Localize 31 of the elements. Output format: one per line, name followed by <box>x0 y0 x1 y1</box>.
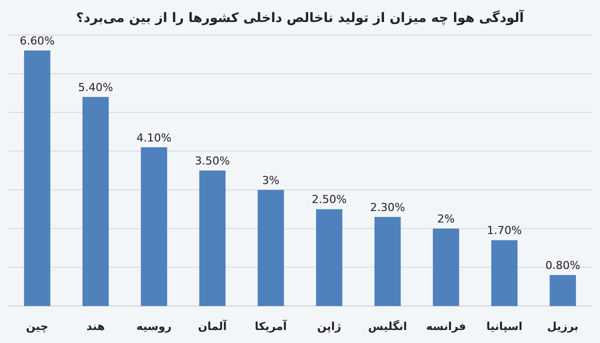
bar <box>82 96 109 306</box>
bar <box>432 228 460 306</box>
bar <box>491 240 518 306</box>
bar <box>24 50 50 306</box>
bar <box>258 190 284 306</box>
data-label: 3.50% <box>194 154 230 168</box>
x-tick-label: برزیل <box>547 320 578 333</box>
x-tick-label: فرانسه <box>426 320 466 333</box>
bar <box>550 275 576 306</box>
data-label: 2% <box>437 212 455 226</box>
x-tick-label: اسپانیا <box>486 320 522 333</box>
data-label: 3% <box>262 174 280 187</box>
data-label: 5.40% <box>78 80 114 94</box>
data-label: 4.10% <box>136 131 172 144</box>
chart-title: آلودگی هوا چه میزان از تولید ناخالص داخلی کشورها را از بین می‌برد؟ <box>76 9 524 26</box>
data-label: 6.60% <box>20 34 55 48</box>
x-tick-label: ژاپن <box>317 320 342 333</box>
bar <box>374 216 401 306</box>
x-tick-label: چین <box>26 320 48 333</box>
x-tick-label: آلمان <box>198 319 228 333</box>
bar <box>140 147 168 306</box>
data-label: 1.70% <box>486 224 522 238</box>
x-tick-label: هند <box>86 320 105 333</box>
bar <box>316 209 342 306</box>
data-label: 0.80% <box>545 259 580 272</box>
bar <box>199 170 226 306</box>
x-tick-label: انگلیس <box>368 320 408 333</box>
x-tick-label: روسیه <box>136 320 172 333</box>
data-label: 2.30% <box>370 200 406 214</box>
x-tick-label: آمریکا <box>254 319 288 333</box>
data-label: 2.50% <box>312 193 347 206</box>
